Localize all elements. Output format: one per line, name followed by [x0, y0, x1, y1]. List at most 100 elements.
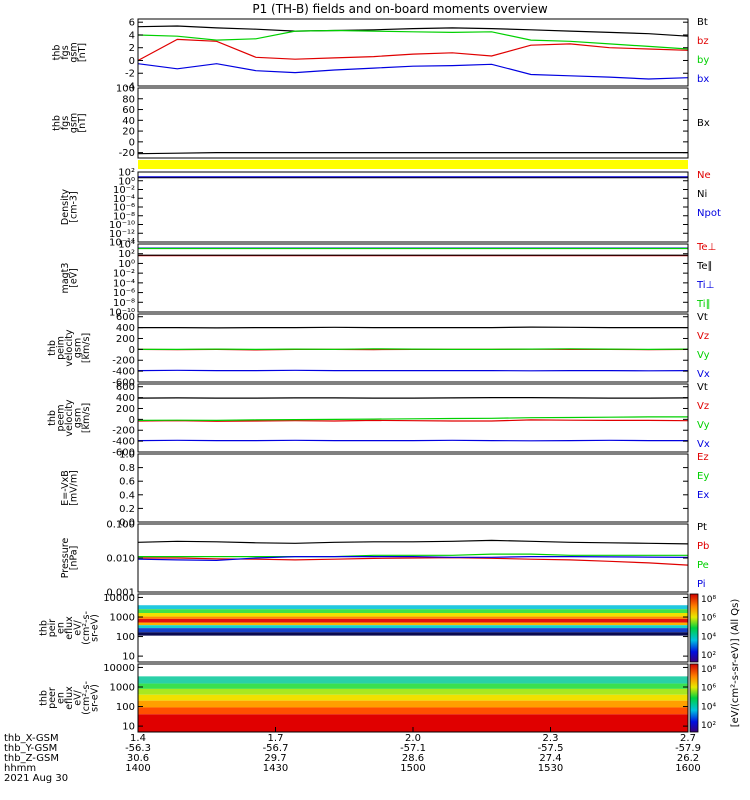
colorbar: 10⁸ 10⁶ 10⁴ 10² 10⁸ 10⁶ 10⁴ 10² [eV/(cm²-s-sr-eV…	[689, 593, 741, 733]
series-line-pb	[138, 557, 689, 566]
y-axis-label: velocity	[64, 329, 75, 367]
y-tick-label: 10000	[103, 663, 135, 674]
x-tick-label: 30.6	[127, 753, 149, 764]
y-axis-label: [nT]	[77, 113, 88, 132]
heatmap-band-4	[138, 694, 688, 701]
legend-ti⊥: Ti⊥	[696, 280, 714, 291]
y-tick-label: 10⁻¹⁴	[109, 238, 135, 249]
colorbar-tick-label: 10²	[701, 721, 716, 731]
series-line-pt	[137, 539, 689, 545]
legend-bx: bx	[697, 74, 709, 85]
heatmap-band-5	[138, 700, 688, 708]
y-axis-label: (cm²-s-	[81, 681, 92, 715]
colorbar-tick-label: 10²	[701, 651, 716, 661]
x-tick-label: 2.3	[543, 733, 559, 744]
heatmap-band-3	[138, 688, 688, 695]
panel-frame	[137, 87, 689, 159]
y-tick-label: 10⁻²	[113, 185, 135, 196]
heatmap-band-6	[138, 622, 688, 626]
heatmap-band-7	[138, 625, 688, 629]
series-line-bt	[137, 25, 689, 37]
y-axis-label: [nT]	[77, 43, 88, 62]
y-tick-label: 0.6	[119, 477, 135, 488]
y-axis-label: gsm	[68, 113, 79, 133]
x-tick-label: -57.5	[538, 743, 564, 754]
series-line-vx	[137, 369, 689, 372]
heatmap-band-5	[138, 618, 688, 623]
x-tick-label: 1500	[400, 763, 425, 774]
panel-peir: 10 100 1000 10000 thbpeirenefluxeV/(cm²-s-sr…	[39, 593, 689, 663]
series-line-pe	[138, 553, 688, 558]
panel-frame	[137, 18, 689, 87]
colorbar-tick-label: 10⁴	[701, 632, 716, 642]
y-tick-label: 80	[122, 94, 135, 105]
colorbar-scale	[689, 663, 699, 733]
legend-bz: bz	[697, 36, 709, 47]
x-tick-label: 1400	[125, 763, 150, 774]
x-row-label: thb_X-GSM	[4, 733, 59, 744]
legend-ti∥: Ti∥	[696, 299, 711, 310]
y-tick-label: 10⁰	[118, 176, 135, 187]
y-tick-label: -200	[112, 426, 135, 437]
panel-frame	[137, 243, 689, 313]
y-axis-label: fgs	[60, 45, 71, 59]
y-tick-label: 200	[116, 404, 135, 415]
x-row-label: thb_Z-GSM	[4, 753, 59, 764]
legend-vt: Vt	[697, 382, 708, 393]
heatmap-band-2	[138, 609, 688, 614]
y-tick-label: 2	[129, 43, 135, 54]
heatmap-band-4	[138, 616, 688, 619]
figure-title: P1 (TH-B) fields and on-board moments ov…	[252, 2, 548, 16]
y-axis-label: eV/	[73, 689, 84, 705]
y-axis-label: fgs	[60, 116, 71, 130]
y-tick-label: -4	[125, 82, 135, 93]
y-tick-label: 10⁻⁸	[113, 298, 135, 309]
y-tick-label: -2	[125, 69, 135, 80]
y-axis-label: peem	[56, 405, 67, 432]
y-axis-label: sr-eV)	[90, 684, 101, 712]
y-axis-label: sr-eV)	[90, 614, 101, 642]
y-tick-label: 1.0	[119, 450, 135, 461]
heatmap-band-2	[138, 683, 688, 689]
x-tick-label: 29.7	[264, 753, 286, 764]
y-tick-label: 10⁻⁴	[113, 278, 135, 289]
y-axis-label: Density	[60, 189, 71, 225]
panel-frame	[137, 171, 689, 243]
colorbar-tick-label: 10⁶	[701, 684, 716, 694]
legend-pe: Pe	[697, 560, 709, 571]
y-tick-label: -400	[112, 367, 135, 378]
panel-frame	[137, 313, 689, 383]
x-tick-label: 26.2	[677, 753, 699, 764]
y-tick-label: 0.100	[106, 520, 135, 531]
colorbar-label: [eV/(cm²-s-sr-eV)] (All Qs)	[730, 599, 741, 728]
y-axis-label: gsm	[73, 408, 84, 428]
y-tick-label: -600	[112, 448, 135, 459]
legend-ez: Ez	[697, 452, 709, 463]
panel-pressure: 0.100 0.010 0.001 Pressure[nPa] Pt Pb Pe Pi	[60, 520, 710, 599]
y-axis-label: peim	[56, 336, 67, 360]
colorbar-tick-label: 10⁴	[701, 702, 716, 712]
y-tick-label: -400	[112, 437, 135, 448]
x-tick-label: -56.3	[125, 743, 151, 754]
y-axis-label: peir	[47, 619, 58, 638]
y-tick-label: 6	[129, 18, 135, 29]
y-tick-label: 0.0	[119, 518, 135, 529]
y-tick-label: 4	[129, 30, 135, 41]
y-tick-label: 60	[122, 105, 135, 116]
y-tick-label: -20	[119, 148, 135, 159]
y-tick-label: 10⁻⁴	[113, 194, 135, 205]
y-tick-label: 10⁻¹⁰	[109, 220, 135, 231]
y-tick-label: 200	[116, 334, 135, 345]
legend-vy: Vy	[697, 350, 710, 361]
x-tick-label: -56.7	[263, 743, 289, 754]
fgs-quality-bar	[138, 160, 688, 169]
y-axis-label: (cm²-s-	[81, 611, 92, 645]
panels: -4-20246thbfgsgsm[nT]Btbzbybx-2002040608…	[39, 17, 721, 733]
series-line-bx	[137, 152, 688, 155]
heatmap-band-9	[138, 632, 688, 636]
x-row-label: 2021 Aug 30	[4, 773, 68, 784]
